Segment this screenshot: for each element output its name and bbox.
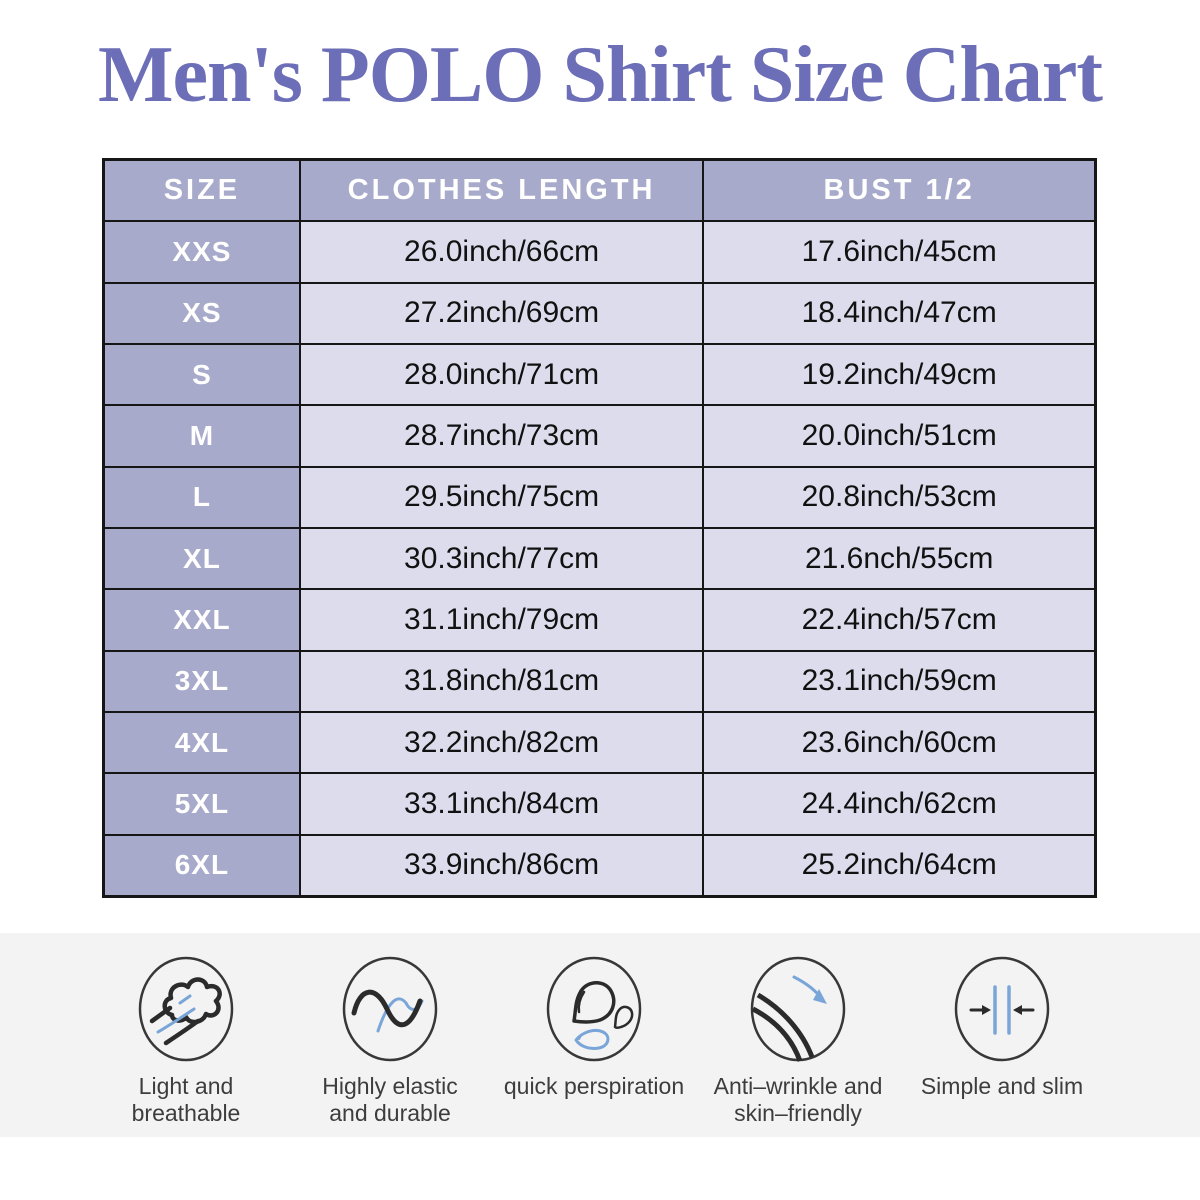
bust-cell: 20.8inch/53cm: [702, 467, 1094, 527]
table-header-row: SIZE CLOTHES LENGTH BUST 1/2: [105, 161, 1094, 221]
size-cell: XXL: [105, 590, 299, 650]
table-row: 5XL 33.1inch/84cm 24.4inch/62cm: [105, 772, 1094, 834]
table-row: XL 30.3inch/77cm 21.6nch/55cm: [105, 526, 1094, 589]
bust-cell: 25.2inch/64cm: [702, 835, 1094, 895]
length-cell: 31.8inch/81cm: [298, 651, 703, 711]
feature-label: Highly elastic and durable: [322, 1073, 458, 1127]
length-cell: 33.1inch/84cm: [298, 774, 703, 834]
length-cell: 26.0inch/66cm: [298, 222, 703, 282]
breathable-wind-icon: [138, 956, 234, 1062]
table-row: S 28.0inch/71cm 19.2inch/49cm: [105, 342, 1094, 405]
bust-cell: 18.4inch/47cm: [702, 283, 1094, 343]
table-row: XXS 26.0inch/66cm 17.6inch/45cm: [105, 220, 1094, 282]
table-row: 6XL 33.9inch/86cm 25.2inch/64cm: [105, 833, 1094, 895]
column-header-size: SIZE: [105, 161, 299, 221]
length-cell: 28.0inch/71cm: [298, 344, 703, 405]
length-cell: 29.5inch/75cm: [298, 467, 703, 527]
length-cell: 32.2inch/82cm: [298, 712, 703, 773]
length-cell: 33.9inch/86cm: [298, 835, 703, 895]
size-cell: XS: [105, 283, 299, 343]
table-row: M 28.7inch/73cm 20.0inch/51cm: [105, 404, 1094, 466]
feature-label: quick perspiration: [503, 1073, 685, 1099]
bust-cell: 24.4inch/62cm: [702, 774, 1094, 834]
size-cell: 6XL: [105, 835, 299, 895]
features-bar: Light and breathable Highly elastic and …: [0, 933, 1200, 1137]
feature-slim: Simple and slim: [900, 955, 1104, 1100]
size-cell: 5XL: [105, 774, 299, 834]
bust-cell: 20.0inch/51cm: [702, 406, 1094, 466]
feature-label: Simple and slim: [920, 1073, 1084, 1099]
feature-breathable: Light and breathable: [84, 955, 288, 1127]
feature-anti-wrinkle: Anti–wrinkle and skin–friendly: [696, 955, 900, 1127]
length-cell: 31.1inch/79cm: [298, 590, 703, 650]
column-header-bust: BUST 1/2: [702, 161, 1094, 221]
slim-compress-icon: [954, 956, 1050, 1062]
length-cell: 28.7inch/73cm: [298, 406, 703, 466]
bust-cell: 23.6inch/60cm: [702, 712, 1094, 773]
bust-cell: 23.1inch/59cm: [702, 651, 1094, 711]
size-cell: L: [105, 467, 299, 527]
size-cell: 4XL: [105, 712, 299, 773]
bust-cell: 19.2inch/49cm: [702, 344, 1094, 405]
size-cell: 3XL: [105, 651, 299, 711]
elastic-wave-icon: [342, 956, 438, 1062]
bust-cell: 17.6inch/45cm: [702, 222, 1094, 282]
size-cell: S: [105, 344, 299, 405]
size-chart-table: SIZE CLOTHES LENGTH BUST 1/2 XXS 26.0inch…: [102, 158, 1097, 898]
length-cell: 30.3inch/77cm: [298, 528, 703, 589]
length-cell: 27.2inch/69cm: [298, 283, 703, 343]
feature-perspiration: quick perspiration: [492, 955, 696, 1100]
table-row: L 29.5inch/75cm 20.8inch/53cm: [105, 465, 1094, 527]
size-cell: XL: [105, 528, 299, 589]
feature-label: Anti–wrinkle and skin–friendly: [713, 1073, 883, 1127]
table-row: 4XL 32.2inch/82cm 23.6inch/60cm: [105, 710, 1094, 773]
perspiration-drops-icon: [546, 956, 642, 1062]
table-row: 3XL 31.8inch/81cm 23.1inch/59cm: [105, 649, 1094, 711]
feature-label: Light and breathable: [131, 1073, 241, 1127]
size-cell: XXS: [105, 222, 299, 282]
feature-elastic: Highly elastic and durable: [288, 955, 492, 1127]
anti-wrinkle-fabric-icon: [750, 956, 846, 1062]
page-title: Men's POLO Shirt Size Chart: [97, 31, 1103, 119]
bust-cell: 22.4inch/57cm: [702, 590, 1094, 650]
table-row: XXL 31.1inch/79cm 22.4inch/57cm: [105, 588, 1094, 650]
size-cell: M: [105, 406, 299, 466]
table-row: XS 27.2inch/69cm 18.4inch/47cm: [105, 281, 1094, 343]
bust-cell: 21.6nch/55cm: [702, 528, 1094, 589]
column-header-length: CLOTHES LENGTH: [298, 161, 703, 221]
